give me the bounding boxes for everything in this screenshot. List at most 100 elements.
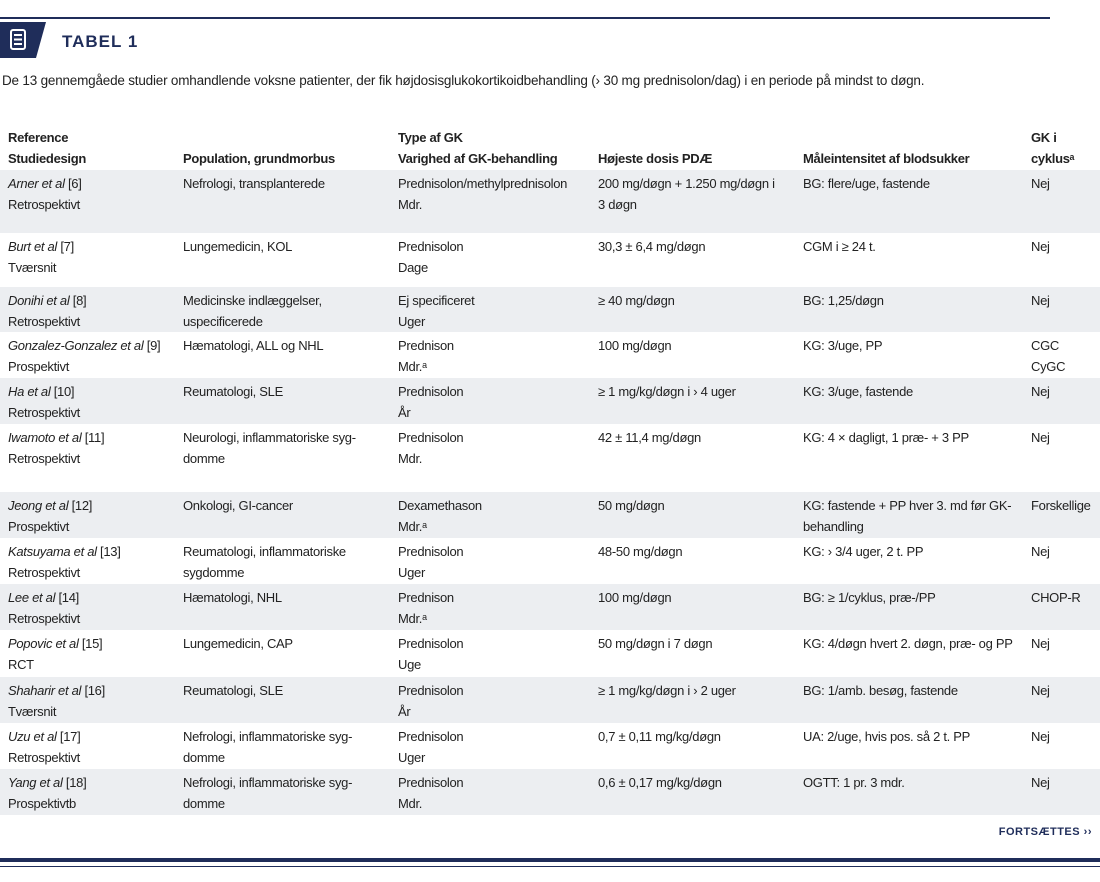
author: Lee et al	[8, 590, 56, 605]
cell-text: BG: 1/amb. besøg, fastende	[803, 683, 958, 698]
cell-text: Nefrologi, inflammatoriske syg-	[183, 775, 353, 790]
cell-text: Nefrologi, inflammatoriske syg-	[183, 729, 353, 744]
study-design: Prospektivt	[8, 519, 70, 534]
ref-number: [15]	[81, 636, 103, 651]
caption: De 13 gennemgåede studier omhandlende vo…	[2, 73, 925, 88]
cell-text: KG: 4 × dagligt, 1 præ- + 3 PP	[803, 430, 969, 445]
cell-text: 42 ± 11,4 mg/døgn	[598, 430, 701, 445]
reference: Gonzalez-Gonzalez et al [9]	[8, 335, 161, 356]
header-cell: Måleintensitet af blodsukker	[803, 151, 970, 166]
ref-number: [6]	[68, 176, 82, 191]
cell-text: behandling	[803, 519, 864, 534]
header-cell: Population, grundmorbus	[183, 151, 335, 166]
cell-text: Prednisolon	[398, 430, 464, 445]
cell-text: KG: › 3/4 uger, 2 t. PP	[803, 544, 924, 559]
continue-link[interactable]: FORTSÆTTES ››	[998, 826, 1092, 838]
table-row: Uzu et al [17] Retrospektivt Nefrologi, in…	[0, 723, 1100, 769]
study-design: Prospektivt	[8, 359, 70, 374]
bottom-rule	[0, 858, 1100, 862]
cell-text: 100 mg/døgn	[598, 338, 672, 353]
ref-number: [12]	[71, 498, 93, 513]
reference: Jeong et al [12]	[8, 495, 92, 516]
cell-text: Nej	[1031, 293, 1050, 308]
table-label: TABEL 1	[62, 32, 139, 51]
table-row: Donihi et al [8] Retrospektivt Medicinske …	[0, 287, 1100, 332]
cell-text: ≥ 40 mg/døgn	[598, 293, 675, 308]
cell-text: Prednisolon	[398, 384, 464, 399]
cell-text: 0,7 ± 0,11 mg/kg/døgn	[598, 729, 721, 744]
cell-text: BG: flere/uge, fastende	[803, 176, 930, 191]
cell-text: CGM i ≥ 24 t.	[803, 239, 876, 254]
table-row: Ha et al [10] Retrospektivt Reumatologi, S…	[0, 378, 1100, 424]
cell-text: Prednisolon	[398, 239, 464, 254]
table-row: Katsuyama et al [13] Retrospektivt Reumato…	[0, 538, 1100, 584]
table-row: Burt et al [7] Tværsnit Lungemedicin, KOL P…	[0, 233, 1100, 287]
cell-text: Uger	[398, 750, 425, 765]
cell-text: domme	[183, 750, 225, 765]
study-design: Retrospektivt	[8, 565, 80, 580]
cell-text: Mdr.	[398, 796, 423, 811]
cell-text: Prednisolon/methylprednisolon	[398, 176, 568, 191]
author: Jeong et al	[8, 498, 69, 513]
cell-text: Nej	[1031, 775, 1050, 790]
cell-text: Uge	[398, 657, 421, 672]
header-cell: cyklusᵃ	[1031, 151, 1075, 166]
author: Burt et al	[8, 239, 58, 254]
ref-number: [16]	[84, 683, 105, 698]
cell-text: Prednison	[398, 590, 454, 605]
reference: Arner et al [6]	[8, 173, 82, 194]
cell-text: 0,6 ± 0,17 mg/kg/døgn	[598, 775, 722, 790]
study-design: RCT	[8, 657, 34, 672]
reference: Shaharir et al [16]	[8, 680, 105, 701]
study-design: Retrospektivt	[8, 611, 80, 626]
reference: Ha et al [10]	[8, 381, 75, 402]
cell-text: Lungemedicin, CAP	[183, 636, 293, 651]
cell-text: KG: 3/uge, fastende	[803, 384, 913, 399]
cell-text: Reumatologi, SLE	[183, 384, 283, 399]
cell-text: Lungemedicin, KOL	[183, 239, 293, 254]
author: Uzu et al	[8, 729, 57, 744]
cell-text: Nej	[1031, 683, 1050, 698]
cell-text: Hæmatologi, NHL	[183, 590, 282, 605]
cell-text: Medicinske indlæggelser,	[183, 293, 322, 308]
cell-text: CyGC	[1031, 359, 1066, 374]
ref-number: [14]	[58, 590, 80, 605]
cell-text: Uger	[398, 565, 425, 580]
cell-text: Nej	[1031, 176, 1050, 191]
cell-text: sygdomme	[183, 565, 245, 580]
cell-text: År	[398, 405, 411, 420]
table-icon	[0, 22, 46, 58]
table-row: Gonzalez-Gonzalez et al [9] Prospektivt Hæ…	[0, 332, 1100, 378]
cell-text: Reumatologi, SLE	[183, 683, 283, 698]
cell-text: Nefrologi, transplanterede	[183, 176, 325, 191]
author: Yang et al	[8, 775, 63, 790]
cell-text: Prednisolon	[398, 775, 464, 790]
author: Donihi et al	[8, 293, 70, 308]
cell-text: KG: 3/uge, PP	[803, 338, 883, 353]
ref-number: [10]	[53, 384, 75, 399]
cell-text: Prednisolon	[398, 683, 464, 698]
cell-text: 200 mg/døgn + 1.250 mg/døgn i	[598, 176, 775, 191]
cell-text: Dexamethason	[398, 498, 482, 513]
author: Katsuyama et al	[8, 544, 97, 559]
cell-text: Nej	[1031, 384, 1050, 399]
top-rule	[0, 17, 1050, 19]
study-design: Retrospektivt	[8, 750, 80, 765]
cell-text: uspecificerede	[183, 314, 263, 329]
cell-text: Prednisolon	[398, 544, 464, 559]
cell-text: 3 døgn	[598, 197, 637, 212]
cell-text: Nej	[1031, 430, 1050, 445]
author: Gonzalez-Gonzalez et al	[8, 338, 144, 353]
bottom-rule-thin	[0, 866, 1100, 867]
cell-text: Prednisolon	[398, 729, 464, 744]
ref-number: [17]	[59, 729, 81, 744]
cell-text: Mdr.ᵃ	[398, 359, 427, 374]
cell-text: 50 mg/døgn i 7 døgn	[598, 636, 713, 651]
table-row: Yang et al [18] Prospektivtb Nefrologi, in…	[0, 769, 1100, 815]
header-cell: Reference	[8, 130, 69, 145]
cell-text: ≥ 1 mg/kg/døgn i › 2 uger	[598, 683, 736, 698]
cell-text: Mdr.	[398, 451, 423, 466]
study-design: Retrospektivt	[8, 197, 80, 212]
cell-text: Mdr.ᵃ	[398, 611, 427, 626]
cell-text: domme	[183, 451, 225, 466]
